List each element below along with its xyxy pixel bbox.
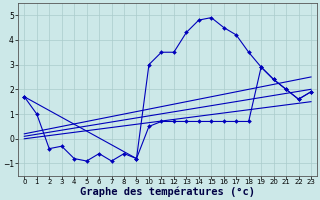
X-axis label: Graphe des températures (°c): Graphe des températures (°c) [80, 187, 255, 197]
